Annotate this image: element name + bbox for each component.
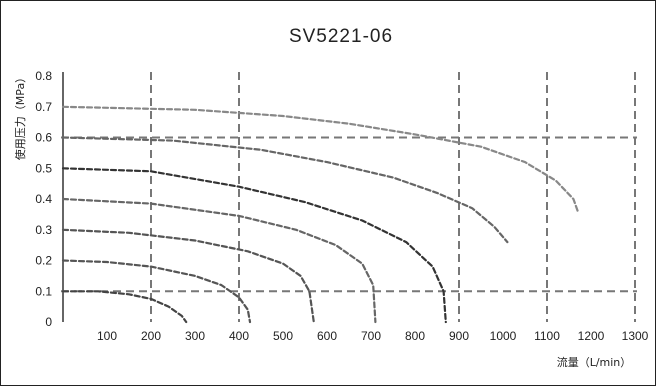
y-tick-label: 0.7 (35, 100, 52, 114)
x-tick-label: 600 (317, 329, 337, 343)
chart-title: SV5221-06 (289, 26, 393, 47)
x-tick-label: 300 (185, 329, 205, 343)
series-line-3 (61, 228, 315, 324)
x-tick-label: 700 (361, 329, 381, 343)
series-line-5 (61, 167, 447, 324)
y-tick-label: 0.1 (35, 284, 52, 298)
y-tick-label: 0.8 (35, 69, 52, 83)
series-line-1 (61, 290, 188, 324)
series-line-4 (61, 197, 377, 324)
y-tick-label: 0.3 (35, 223, 52, 237)
x-tick-label: 1300 (622, 329, 649, 343)
x-tick-label: 100 (97, 329, 117, 343)
x-tick-label: 800 (405, 329, 425, 343)
series-line-2 (61, 259, 252, 324)
y-tick-label: 0.2 (35, 254, 52, 268)
x-tick-label: 1200 (578, 329, 605, 343)
plot-area: 0 0.1 0.2 0.3 0.4 0.5 0.6 0.7 0.8 100 200 300 400 500… (35, 69, 648, 343)
x-tick-label: 200 (141, 329, 161, 343)
series-line-6 (61, 136, 509, 244)
x-tick-label: 400 (229, 329, 249, 343)
y-tick-label: 0 (45, 315, 52, 329)
y-tick-label: 0.4 (35, 192, 52, 206)
y-axis-label: 使用压力（MPa） (14, 72, 27, 160)
series-line-7 (61, 105, 579, 213)
x-axis-label: 流量（L/min） (557, 355, 632, 369)
x-tick-label: 1000 (490, 329, 517, 343)
x-tick-label: 1100 (534, 329, 560, 343)
y-tick-label: 0.5 (35, 161, 52, 175)
y-tick-label: 0.6 (35, 131, 52, 145)
x-tick-label: 500 (273, 329, 293, 343)
x-tick-label: 900 (449, 329, 469, 343)
